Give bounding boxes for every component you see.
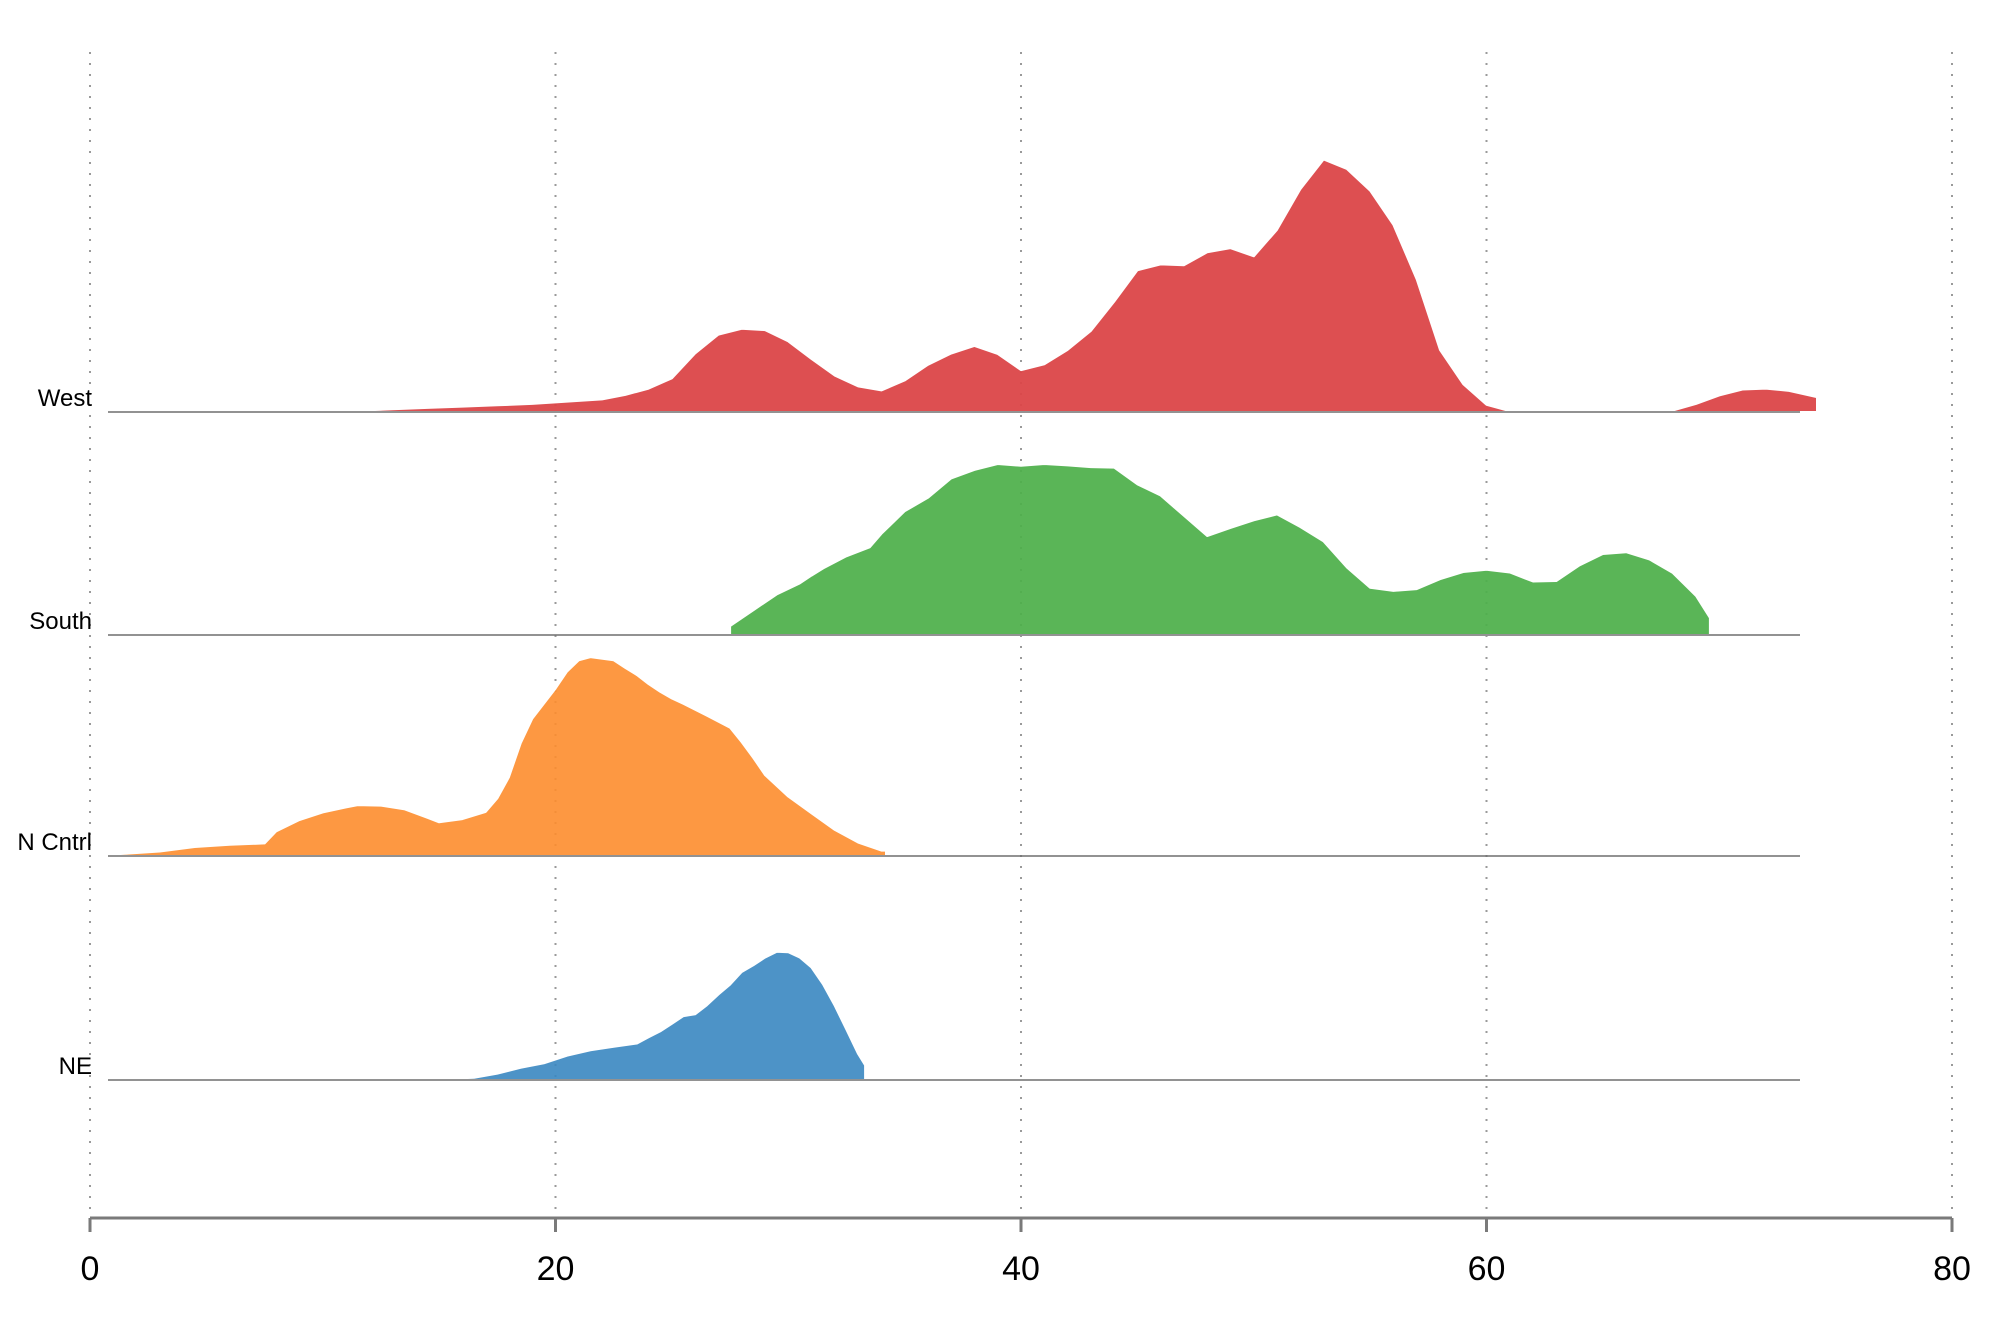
x-tick-label: 0	[81, 1250, 100, 1288]
row-label-n-cntrl: N Cntrl	[17, 829, 92, 856]
x-tick-label: 20	[537, 1250, 575, 1288]
row-label-ne: NE	[59, 1053, 92, 1080]
ridge-south	[729, 463, 1711, 636]
ridge-ne	[438, 950, 867, 1081]
baselines	[108, 411, 1800, 1081]
row-label-south: South	[29, 608, 92, 635]
ridge-west	[356, 158, 1818, 413]
x-tick-label: 80	[1933, 1250, 1971, 1288]
row-labels: West South N Cntrl NE	[17, 385, 92, 1080]
x-axis: 0 20 40 60 80	[81, 1216, 1971, 1288]
row-label-west: West	[38, 385, 93, 412]
x-tick-label: 60	[1468, 1250, 1506, 1288]
ridges	[100, 158, 1818, 1081]
x-tick-label: 40	[1002, 1250, 1040, 1288]
ridge-n-cntrl	[100, 656, 887, 857]
